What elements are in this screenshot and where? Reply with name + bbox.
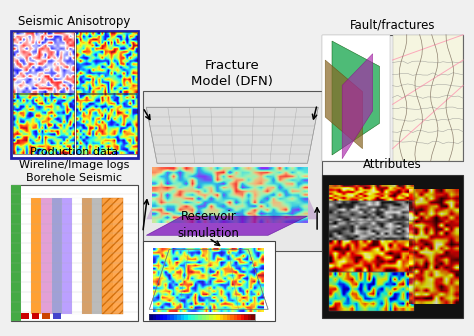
Bar	[53, 313, 61, 319]
Bar	[329, 220, 414, 240]
Bar	[102, 198, 113, 314]
Bar	[329, 201, 414, 220]
Bar	[82, 198, 92, 314]
Bar	[76, 94, 137, 155]
Bar	[322, 35, 463, 161]
Bar	[11, 185, 138, 321]
Bar	[31, 198, 41, 314]
Bar	[329, 272, 414, 311]
Bar	[13, 32, 74, 93]
Bar	[42, 313, 50, 319]
Bar	[329, 240, 414, 272]
Bar	[52, 198, 62, 314]
Text: Attributes: Attributes	[363, 158, 422, 171]
Polygon shape	[332, 41, 380, 155]
Bar	[143, 241, 275, 321]
Bar	[72, 198, 82, 314]
Text: Fracture
Model (DFN): Fracture Model (DFN)	[191, 58, 273, 88]
Bar	[143, 91, 322, 251]
Text: Production data
Wireline/Image logs
Borehole Seismic: Production data Wireline/Image logs Bore…	[19, 148, 129, 183]
Polygon shape	[342, 54, 373, 159]
Text: Reservoir
simulation: Reservoir simulation	[178, 210, 240, 240]
Text: Fault/fractures: Fault/fractures	[350, 18, 435, 31]
Text: Seismic Anisotropy: Seismic Anisotropy	[18, 15, 131, 28]
Bar	[13, 94, 74, 155]
Polygon shape	[146, 108, 318, 163]
Polygon shape	[325, 60, 363, 149]
Bar	[329, 186, 414, 201]
Bar	[149, 314, 255, 320]
Bar	[11, 31, 138, 158]
Bar	[21, 313, 28, 319]
Bar	[102, 198, 123, 314]
Bar	[62, 198, 72, 314]
Bar	[21, 198, 31, 314]
Bar	[41, 198, 52, 314]
Bar	[32, 313, 39, 319]
Bar	[92, 198, 102, 314]
Bar	[76, 32, 137, 93]
Bar	[322, 175, 463, 318]
Bar	[11, 185, 21, 321]
Polygon shape	[146, 216, 308, 235]
Bar	[322, 35, 390, 161]
Polygon shape	[146, 168, 318, 219]
Bar	[392, 35, 463, 161]
